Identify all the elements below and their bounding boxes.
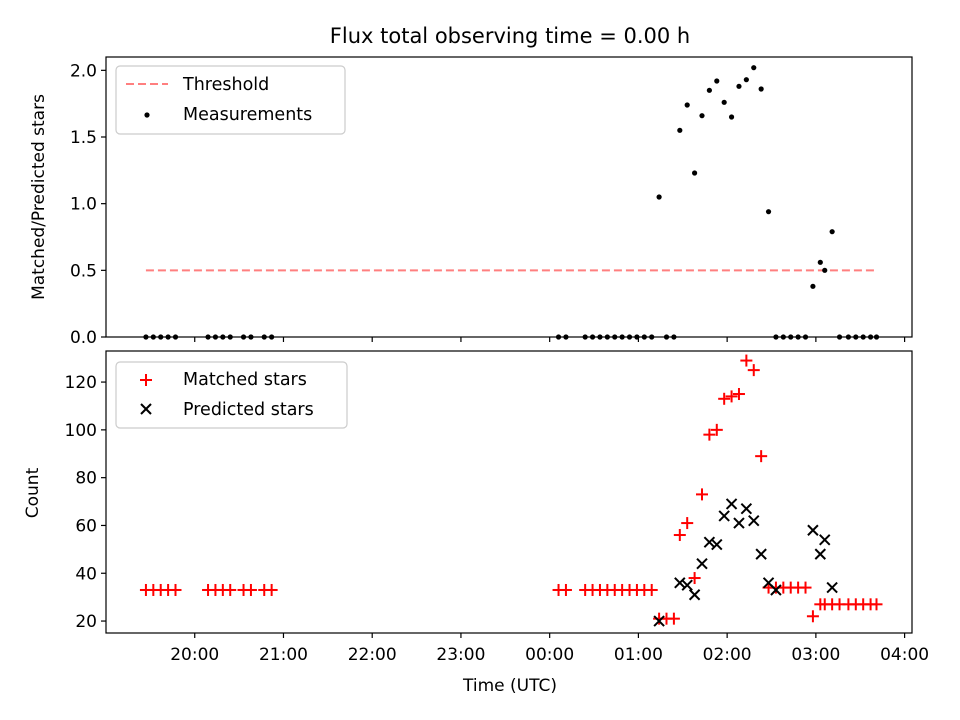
predicted-star-point (814, 548, 827, 560)
predicted-star-point (755, 548, 767, 560)
matched-star-point (732, 388, 745, 401)
measurement-point (829, 229, 835, 235)
top-y-tick-label: 2.0 (70, 61, 97, 81)
threshold-legend-label: Threshold (182, 75, 269, 95)
predicted-star-point (807, 524, 819, 536)
matched-star-point (681, 517, 694, 530)
predicted-star-point (703, 536, 716, 548)
measurement-point (765, 209, 772, 215)
predicted-star-point (725, 498, 738, 510)
matched-star-point (673, 529, 686, 542)
measurement-point (714, 78, 720, 84)
measurement-point (699, 113, 705, 119)
bottom-y-tick-label: 40 (75, 564, 97, 584)
x-tick-label: 21:00 (259, 645, 308, 665)
measurement-point (721, 99, 727, 105)
matched-star-point (688, 572, 701, 585)
x-tick-label: 01:00 (614, 645, 663, 665)
matched-star-point (703, 428, 716, 441)
matched-star-point (755, 450, 768, 463)
bottom-y-tick-label: 60 (75, 516, 97, 536)
top-legend-box (115, 65, 346, 135)
measurement-point (743, 77, 749, 83)
matched-star-point (740, 354, 753, 367)
predicted-star-point (819, 534, 831, 546)
predicted-star-point (688, 589, 701, 601)
top-y-tick-label: 1.5 (70, 128, 97, 148)
predicted-star-point (770, 584, 782, 596)
bottom-y-tick-label: 100 (65, 421, 97, 441)
measurement-point (810, 283, 816, 289)
predicted-star-point (674, 577, 686, 589)
matched-star-point (169, 583, 182, 596)
bottom-y-tick-label: 20 (75, 612, 97, 632)
top-y-tick-label: 1.0 (70, 195, 97, 215)
x-tick-label: 00:00 (525, 645, 574, 665)
x-tick-label: 22:00 (348, 645, 397, 665)
predicted-star-point (711, 538, 723, 551)
bottom-y-tick-label: 120 (65, 373, 97, 393)
predicted-star-point (826, 581, 838, 594)
matched-star-point (799, 581, 812, 594)
predicted-star-point (696, 557, 708, 570)
bottom-plot-panel: 20 40 60 80 100 120 20:00 21:00 22:00 23:00 00:00… (23, 350, 929, 696)
matched-star-point (695, 488, 708, 501)
matched-star-point (747, 364, 760, 377)
matched-star-point (710, 423, 723, 436)
measurement-point (736, 83, 742, 89)
predicted-star-point (748, 514, 760, 527)
measurement-point (817, 259, 823, 265)
measurement-point (692, 170, 698, 176)
predicted-stars-legend-marker (140, 403, 152, 415)
x-tick-label: 03:00 (791, 645, 840, 665)
bottom-y-tick-label: 80 (75, 469, 97, 489)
matched-star-point (645, 583, 658, 596)
predicted-star-point (653, 615, 665, 627)
bottom-y-axis-label: Count (23, 467, 43, 518)
top-y-tick-label: 0.0 (70, 328, 97, 348)
predicted-star-point (718, 510, 730, 522)
matched-star-point (667, 612, 680, 625)
measurement-point (822, 267, 828, 273)
x-tick-label: 23:00 (436, 645, 485, 665)
matched-star-point (806, 610, 819, 623)
matched-star-point (725, 390, 738, 403)
bottom-legend-box (115, 361, 348, 429)
measurement-point (751, 65, 757, 71)
predicted-star-point (740, 503, 753, 515)
top-y-axis-label: Matched/Predicted stars (29, 94, 49, 300)
x-axis-label: Time (UTC) (462, 676, 557, 696)
measurement-point (706, 87, 712, 93)
bottom-plot-frame (105, 350, 913, 634)
matched-stars-legend-marker (140, 374, 152, 386)
matched-star-point (244, 583, 257, 596)
matched-star-point (265, 583, 278, 596)
chart-title: Flux total observing time = 0.00 h (330, 24, 690, 48)
measurements-legend-marker (144, 112, 150, 118)
measurement-point (677, 127, 683, 133)
matched-star-point (224, 583, 237, 596)
matched-stars-legend-label: Matched stars (183, 370, 307, 390)
measurement-point (656, 194, 662, 200)
matched-star-point (870, 598, 883, 611)
top-legend: Threshold Measurements (115, 65, 346, 135)
predicted-star-point (733, 517, 745, 529)
x-tick-label: 04:00 (880, 645, 929, 665)
x-tick-label: 20:00 (170, 645, 219, 665)
measurement-point (728, 114, 735, 120)
top-plot-frame (105, 56, 913, 338)
bottom-legend: Matched stars Predicted stars (115, 361, 348, 429)
predicted-stars-legend-label: Predicted stars (183, 400, 314, 420)
top-y-tick-label: 0.5 (70, 261, 97, 281)
x-tick-label: 02:00 (703, 645, 752, 665)
matched-star-point (718, 392, 731, 405)
predicted-star-point (681, 579, 693, 591)
measurement-point (684, 102, 690, 108)
top-plot-panel: Flux total observing time = 0.00 h 0.0 0.… (29, 24, 913, 348)
measurements-legend-label: Measurements (183, 105, 312, 125)
measurement-point (758, 86, 764, 92)
matched-star-point (559, 583, 572, 596)
